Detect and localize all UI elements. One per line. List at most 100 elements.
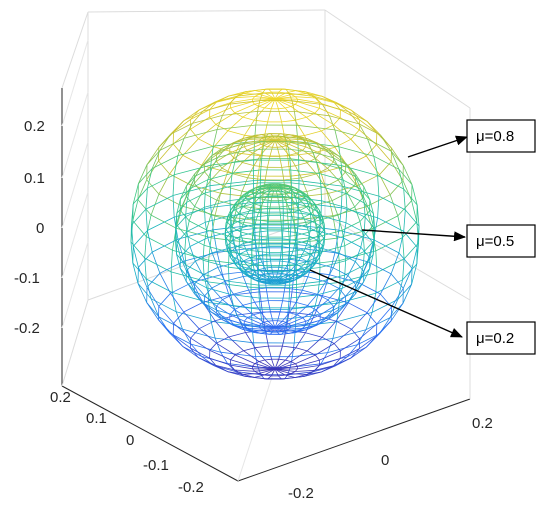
wire-segment	[317, 233, 320, 241]
wire-segment	[151, 251, 161, 274]
wire-segment	[220, 192, 256, 198]
wire-segment	[359, 119, 378, 134]
wire-segment	[319, 231, 344, 239]
wire-segment	[238, 143, 244, 153]
wire-segment	[288, 143, 303, 151]
wire-segment	[297, 224, 311, 229]
wire-segment	[282, 238, 296, 241]
wire-segment	[335, 320, 352, 330]
wire-segment	[306, 260, 311, 266]
wire-segment	[267, 230, 269, 239]
wire-segment	[234, 304, 244, 310]
wire-segment	[286, 141, 289, 150]
wire-segment	[295, 307, 297, 327]
wire-segment	[254, 271, 262, 277]
wire-segment	[354, 196, 364, 208]
wire-segment	[261, 275, 269, 280]
wire-segment	[216, 161, 223, 169]
wire-segment	[194, 192, 203, 207]
wire-segment	[233, 205, 238, 222]
wire-segment	[183, 109, 200, 122]
wire-segment	[211, 246, 236, 254]
wire-segment	[314, 96, 323, 105]
wire-segment	[211, 179, 225, 187]
wire-segment	[232, 173, 248, 179]
wire-segment	[152, 238, 179, 253]
wire-segment	[295, 232, 298, 241]
wire-segment	[288, 93, 293, 101]
wire-segment	[296, 125, 299, 142]
wire-segment	[281, 191, 283, 197]
wire-segment	[230, 101, 253, 109]
wire-segment	[230, 98, 253, 103]
wire-segment	[319, 260, 346, 268]
wire-segment	[246, 247, 257, 252]
wire-segment	[270, 369, 276, 377]
wire-segment	[131, 225, 134, 247]
wire-segment	[364, 217, 376, 229]
wire-segment	[268, 272, 273, 274]
wire-segment	[277, 194, 282, 196]
wire-segment	[252, 101, 255, 105]
wire-segment	[295, 290, 303, 303]
wire-segment	[299, 210, 304, 218]
wire-segment	[230, 252, 236, 260]
wire-segment	[263, 272, 269, 275]
wire-segment	[217, 151, 239, 158]
wire-segment	[314, 365, 320, 371]
wire-segment	[288, 142, 291, 145]
wire-segment	[305, 91, 323, 97]
wire-segment	[239, 202, 244, 208]
wire-segment	[302, 324, 306, 329]
wire-segment	[324, 186, 333, 201]
wire-segment	[319, 218, 325, 225]
wire-segment	[311, 247, 316, 255]
wire-segment	[185, 183, 195, 197]
wire-segment	[306, 369, 316, 375]
x-axis-ticks: 0.2 0.1 0 -0.1 -0.2	[50, 389, 204, 496]
wire-segment	[249, 257, 255, 265]
wire-segment	[253, 141, 255, 161]
wire-segment	[241, 235, 244, 244]
wire-segment	[230, 182, 261, 187]
wire-segment	[295, 135, 308, 140]
wire-segment	[403, 188, 418, 206]
wire-segment	[158, 293, 171, 307]
wire-segment	[332, 302, 348, 311]
wire-segment	[186, 175, 196, 187]
wire-segment	[243, 195, 247, 202]
wire-segment	[237, 315, 262, 320]
wire-segment	[198, 138, 215, 148]
wire-segment	[302, 139, 317, 144]
wire-segment	[294, 227, 297, 236]
wire-segment	[294, 247, 297, 271]
wire-segment	[184, 250, 187, 266]
wire-segment	[291, 211, 322, 217]
wire-segment	[158, 143, 174, 162]
wire-segment	[216, 336, 229, 344]
wire-segment	[309, 206, 319, 212]
wire-segment	[281, 238, 283, 247]
wire-segment	[239, 228, 242, 236]
wire-segment	[306, 260, 309, 268]
wire-segment	[303, 243, 308, 252]
wire-segment	[398, 169, 405, 190]
wire-segment	[255, 247, 258, 271]
wire-segment	[391, 288, 404, 308]
wire-segment	[343, 180, 347, 194]
grid-line	[61, 241, 89, 329]
wire-segment	[278, 266, 286, 269]
wire-segment	[147, 168, 153, 189]
wire-segment	[222, 110, 258, 116]
wire-segment	[375, 237, 403, 252]
wire-segment	[284, 199, 289, 207]
wire-segment	[230, 227, 241, 234]
wire-segment	[248, 263, 255, 268]
wire-segment	[190, 109, 200, 120]
wire-segment	[150, 298, 160, 318]
wire-segment	[293, 247, 305, 252]
wire-segment	[292, 342, 295, 357]
wire-segment	[307, 144, 314, 153]
wire-segment	[138, 267, 148, 288]
wire-segment	[283, 215, 299, 218]
